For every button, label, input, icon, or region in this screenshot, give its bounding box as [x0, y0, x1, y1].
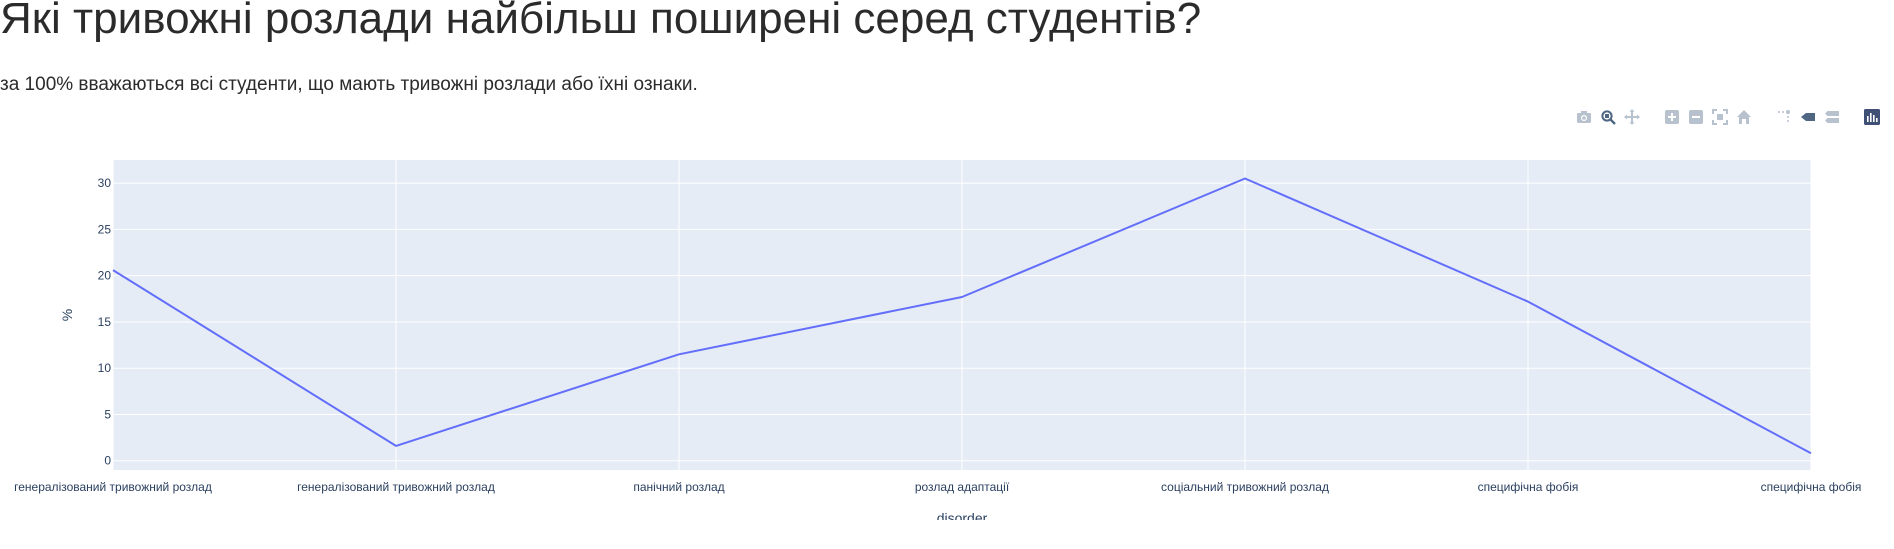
pan-icon[interactable] — [1622, 107, 1642, 127]
x-tick-label: соціальний тривожний розлад — [1161, 480, 1329, 494]
camera-icon[interactable] — [1574, 107, 1594, 127]
line-chart: 0 5 10 15 20 25 30 генералізований тривожний ро… — [14, 160, 1862, 520]
x-tick-label: генералізований тривожний розлад — [14, 480, 212, 494]
y-tick-label: 5 — [104, 407, 111, 421]
y-tick-label: 0 — [104, 454, 111, 468]
y-axis-title: % — [59, 309, 75, 321]
hover-compare-icon[interactable] — [1822, 107, 1842, 127]
page-title: Які тривожні розлади найбільш поширені с… — [0, 0, 1202, 43]
autoscale-icon[interactable] — [1710, 107, 1730, 127]
x-tick-label: генералізований тривожний розлад — [297, 480, 495, 494]
y-tick-label: 20 — [98, 269, 112, 283]
zoom-in-icon[interactable] — [1662, 107, 1682, 127]
page-subtitle: за 100% вважаються всі студенти, що мают… — [0, 74, 698, 95]
home-icon[interactable] — [1734, 107, 1754, 127]
plotly-logo-icon[interactable] — [1862, 107, 1882, 127]
x-axis-title: disorder — [937, 510, 988, 520]
x-tick-label: специфічна фобія — [1478, 480, 1579, 494]
y-tick-label: 25 — [98, 222, 112, 236]
series-line — [112, 177, 1812, 455]
x-tick-label: панічний розлад — [633, 480, 724, 494]
hover-closest-icon[interactable] — [1798, 107, 1818, 127]
spike-lines-icon[interactable] — [1774, 107, 1794, 127]
y-tick-label: 10 — [98, 361, 112, 375]
x-tick-label: розлад адаптації — [915, 480, 1010, 494]
zoom-icon[interactable] — [1598, 107, 1618, 127]
y-tick-label: 30 — [98, 176, 112, 190]
modebar — [1554, 107, 1882, 127]
zoom-out-icon[interactable] — [1686, 107, 1706, 127]
x-tick-label: специфічна фобія — [1761, 480, 1862, 494]
y-tick-label: 15 — [98, 315, 112, 329]
